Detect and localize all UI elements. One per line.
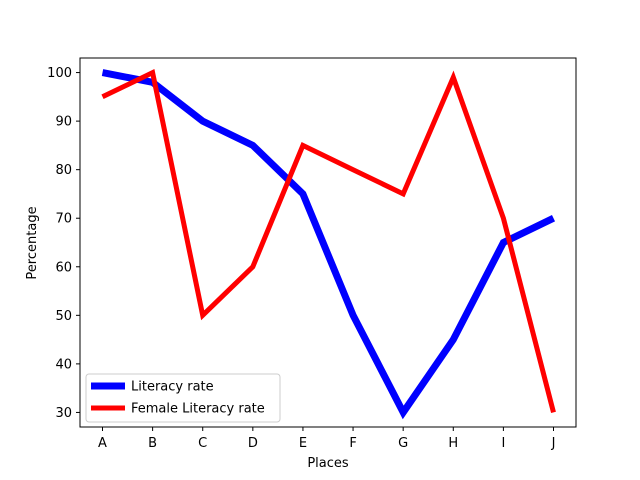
y-tick-label: 30 <box>55 406 72 421</box>
x-tick-label: A <box>98 436 107 451</box>
x-tick-label: F <box>349 436 356 451</box>
y-tick-label: 70 <box>55 212 72 227</box>
legend-box <box>85 373 281 423</box>
y-axis-label: Percentage <box>25 206 40 279</box>
x-tick-label: I <box>501 436 505 451</box>
series-layer <box>101 68 556 420</box>
plot-frame <box>79 57 577 428</box>
y-tick-label: 80 <box>55 163 72 178</box>
series-line-1 <box>101 69 556 420</box>
x-tick-label: D <box>248 436 258 451</box>
y-tick-label: 60 <box>55 260 72 275</box>
y-tick-label: 100 <box>47 66 72 81</box>
legend-label-2: Female Literacy rate <box>131 402 265 417</box>
x-tick-label: E <box>299 436 307 451</box>
x-axis-label: Places <box>307 456 349 471</box>
x-tick-label: B <box>148 436 157 451</box>
x-tick-label: C <box>198 436 207 451</box>
x-tick-label: H <box>448 436 458 451</box>
y-tick-label: 40 <box>55 357 72 372</box>
y-axis: 30 40 50 60 70 80 90 100 <box>47 66 80 421</box>
legend: Literacy rate Female Literacy rate <box>85 373 281 423</box>
series-line-2 <box>101 68 556 414</box>
y-tick-label: 90 <box>55 115 72 130</box>
x-tick-label: G <box>398 436 408 451</box>
legend-label-1: Literacy rate <box>131 380 214 395</box>
y-tick-label: 50 <box>55 309 72 324</box>
x-axis: A B C D E F G H I J <box>98 427 555 451</box>
x-tick-label: J <box>551 436 556 451</box>
